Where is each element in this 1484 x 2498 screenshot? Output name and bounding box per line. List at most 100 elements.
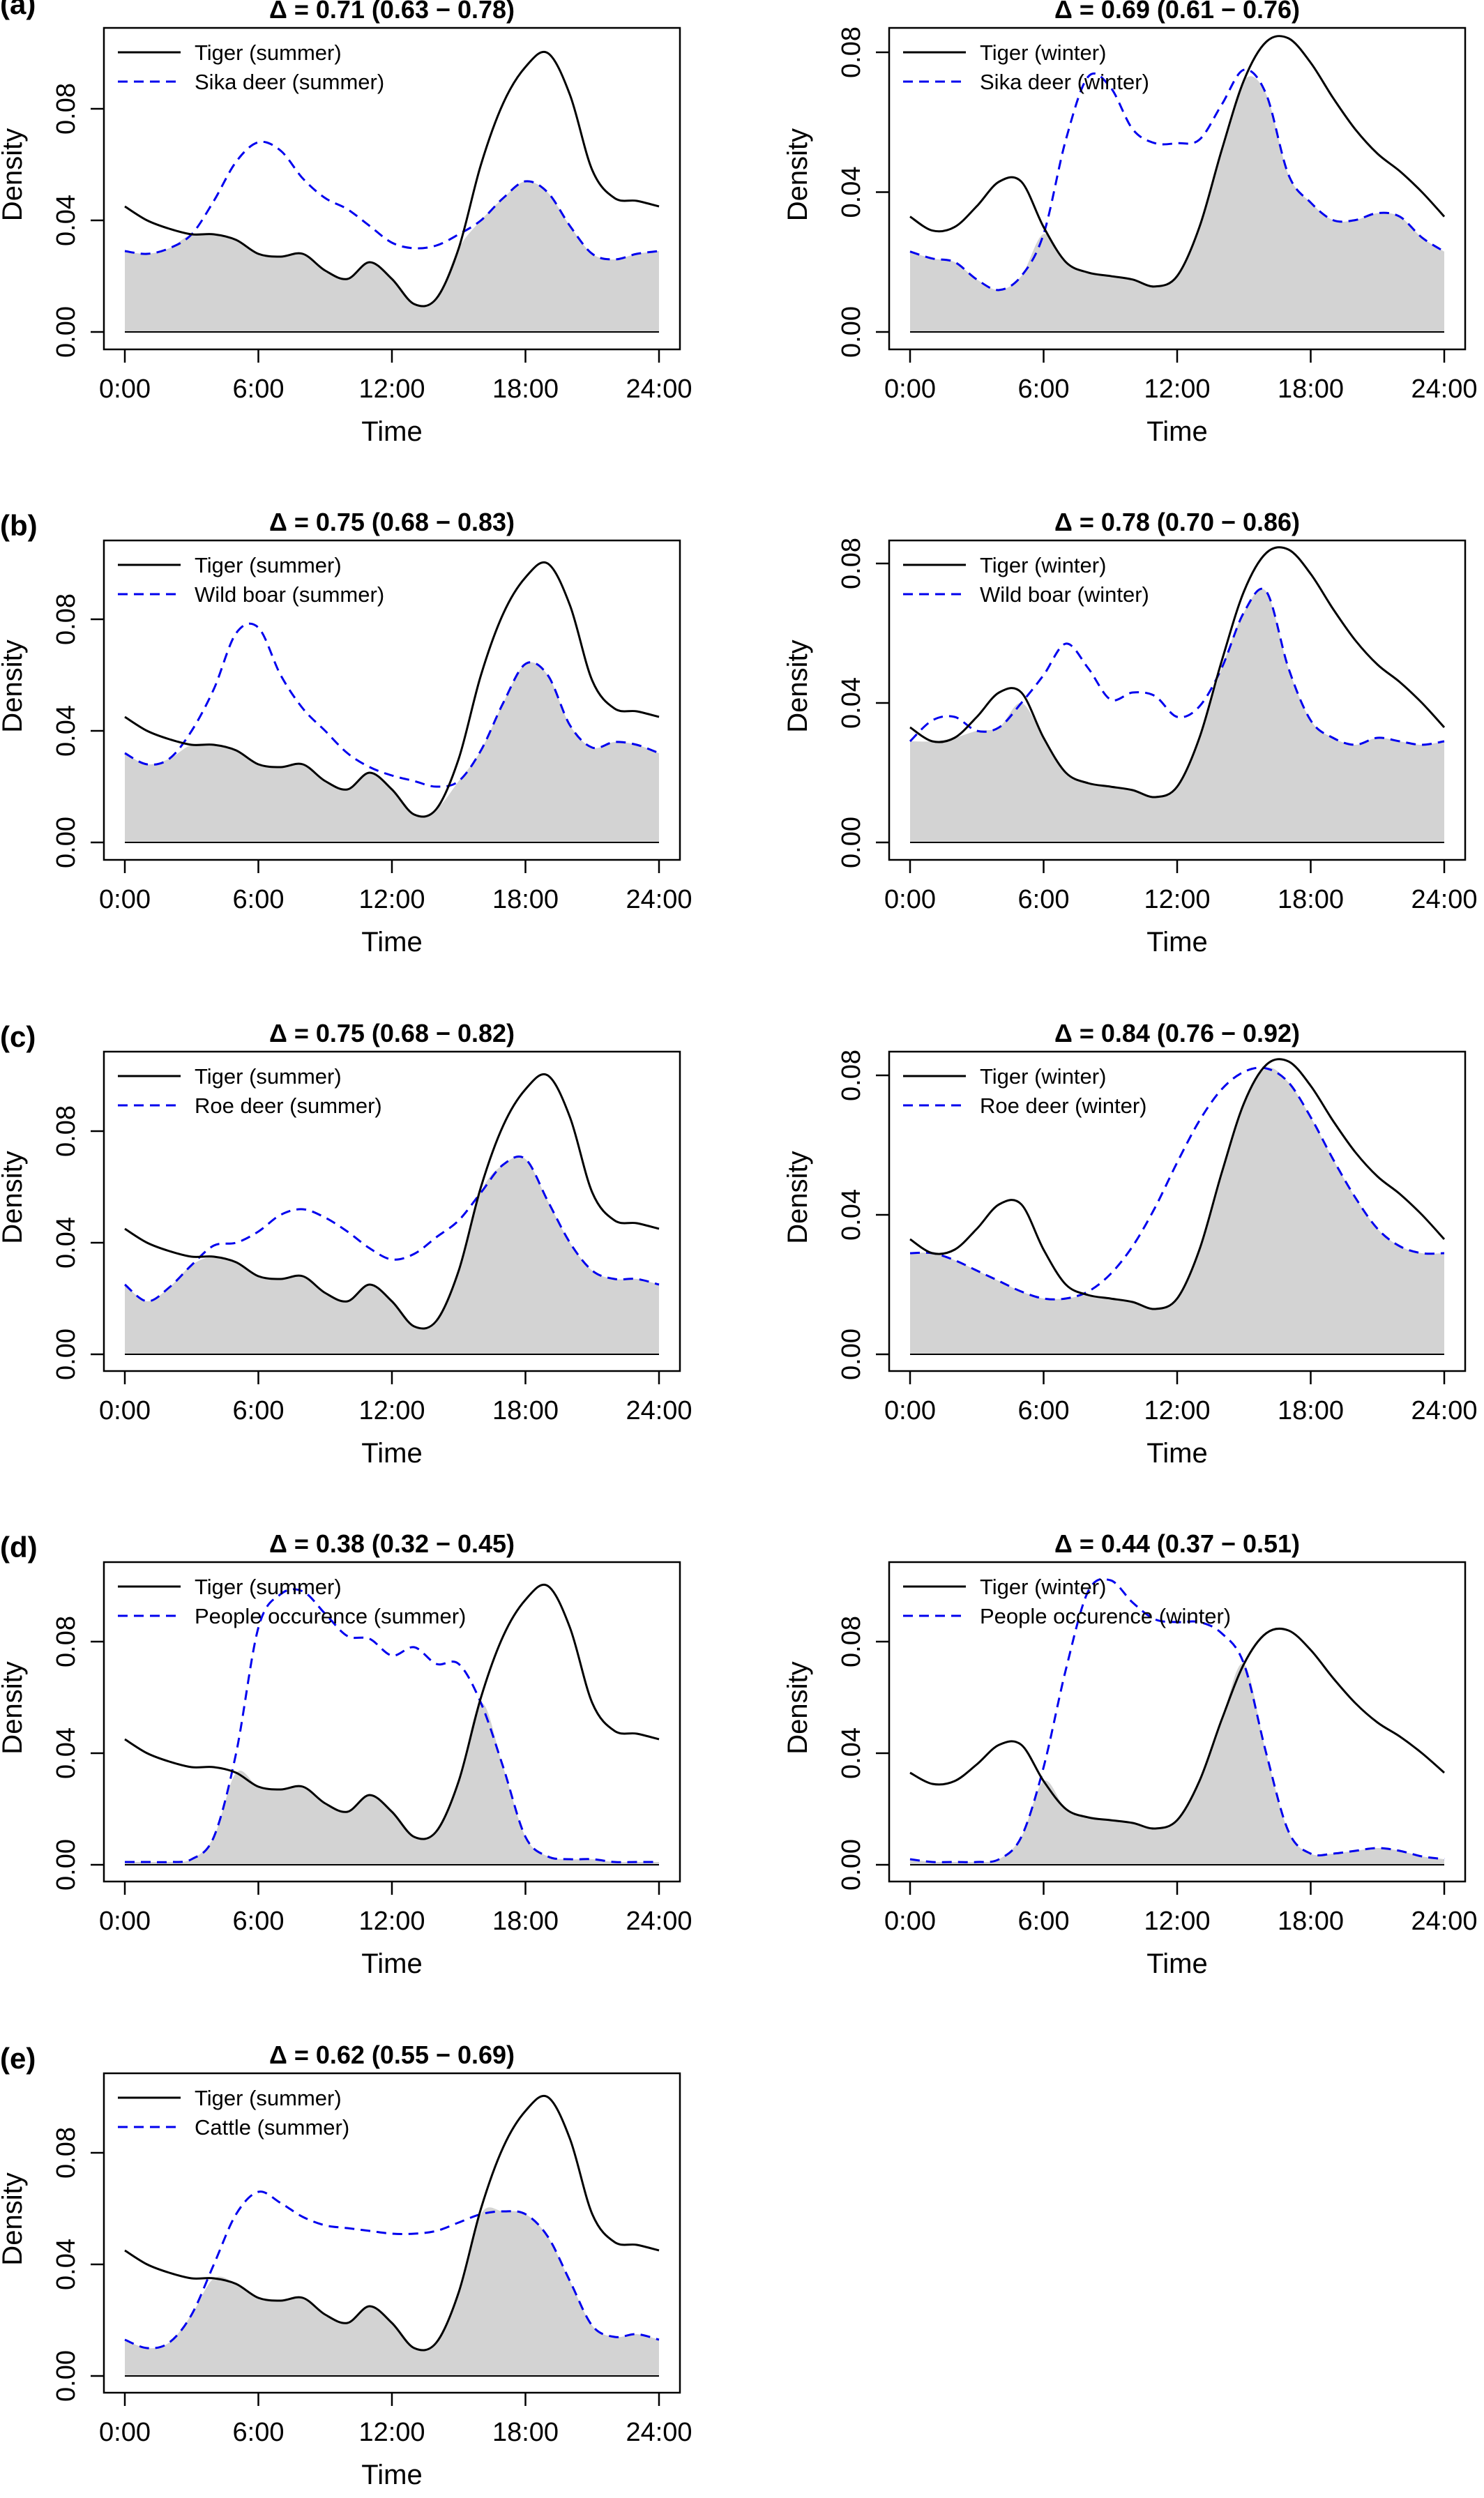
x-tick-label: 18:00 (1278, 1396, 1344, 1425)
y-tick-label: 0.00 (837, 1839, 866, 1891)
density-panel: Δ = 0.62 (0.55 − 0.69) 0:00 6:00 12:00 18:00… (0, 2041, 692, 2490)
y-tick-label: 0.04 (52, 1727, 81, 1779)
x-tick-label: 18:00 (492, 885, 559, 914)
series-line-other (909, 68, 1445, 292)
x-tick-label: 18:00 (1278, 885, 1344, 914)
y-tick-label: 0.04 (837, 1727, 866, 1779)
panel-title: Δ = 0.84 (0.76 − 0.92) (1054, 1019, 1300, 1047)
legend-label-tiger: Tiger (summer) (195, 553, 342, 577)
x-tick-label: 12:00 (358, 1907, 425, 1936)
panel-title: Δ = 0.44 (0.37 − 0.51) (1054, 1529, 1300, 1558)
x-tick-label: 6:00 (233, 885, 285, 914)
series-line-tiger (909, 1627, 1445, 1830)
x-tick-label: 6:00 (233, 374, 285, 404)
panel-title: Δ = 0.71 (0.63 − 0.78) (269, 0, 515, 24)
panel-label-d: (d) (0, 1531, 38, 1564)
panel-title: Δ = 0.75 (0.68 − 0.83) (269, 508, 515, 536)
x-tick-label: 6:00 (233, 1907, 285, 1936)
y-tick-label: 0.08 (52, 593, 81, 645)
series-line-tiger (124, 2094, 660, 2352)
y-axis-title: Density (782, 128, 813, 221)
series-line-tiger (124, 50, 660, 308)
y-tick-label: 0.08 (52, 2127, 81, 2179)
y-tick-label: 0.00 (52, 1329, 81, 1380)
x-tick-label: 24:00 (1411, 885, 1477, 914)
y-tick-label: 0.04 (52, 1217, 81, 1269)
x-tick-label: 6:00 (1018, 885, 1070, 914)
x-tick-label: 18:00 (492, 1907, 559, 1936)
legend-label-other: Roe deer (winter) (980, 1093, 1146, 1118)
x-axis-title: Time (361, 416, 422, 447)
series-line-other (909, 1577, 1445, 1863)
legend-label-other: People occurence (winter) (980, 1604, 1231, 1628)
y-tick-label: 0.04 (52, 195, 81, 246)
y-axis-title: Density (0, 639, 28, 732)
y-tick-label: 0.08 (52, 83, 81, 135)
series-line-other (909, 587, 1445, 746)
legend-label-tiger: Tiger (summer) (195, 2086, 342, 2110)
panel-label-e: (e) (0, 2042, 36, 2075)
x-tick-label: 12:00 (1144, 374, 1210, 404)
y-axis-title: Density (0, 1661, 28, 1754)
y-axis-title: Density (782, 1661, 813, 1754)
x-tick-label: 12:00 (1144, 1907, 1210, 1936)
panel-label-a: (a) (0, 0, 36, 20)
y-axis-title: Density (0, 1151, 28, 1243)
y-tick-label: 0.00 (837, 306, 866, 358)
legend-label-other: Roe deer (summer) (195, 1093, 382, 1118)
y-tick-label: 0.04 (837, 167, 866, 218)
overlap-area (125, 2207, 659, 2376)
y-tick-label: 0.08 (52, 1105, 81, 1157)
y-tick-label: 0.08 (837, 27, 866, 78)
x-tick-label: 24:00 (626, 2418, 692, 2447)
panel-label-c: (c) (0, 1020, 36, 1053)
series-line-other (125, 1588, 659, 1863)
x-tick-label: 6:00 (1018, 1396, 1070, 1425)
x-axis-title: Time (1146, 416, 1207, 447)
x-tick-label: 0:00 (884, 1396, 936, 1425)
y-tick-label: 0.00 (52, 306, 81, 358)
x-tick-label: 6:00 (1018, 1907, 1070, 1936)
x-axis-title: Time (1146, 1438, 1207, 1469)
overlap-area (125, 662, 659, 842)
x-tick-label: 6:00 (233, 1396, 285, 1425)
density-panel: Δ = 0.69 (0.61 − 0.76) 0:00 6:00 12:00 18:00… (782, 0, 1478, 447)
series-line-other (124, 622, 660, 788)
series-line-tiger (909, 546, 1446, 798)
legend-label-other: Cattle (summer) (195, 2115, 349, 2140)
x-tick-label: 18:00 (492, 2418, 559, 2447)
series-line-other (124, 1155, 660, 1303)
x-tick-label: 0:00 (884, 1907, 936, 1936)
x-tick-label: 0:00 (99, 885, 151, 914)
y-tick-label: 0.00 (52, 817, 81, 868)
overlap-area (910, 589, 1444, 842)
y-tick-label: 0.00 (837, 1329, 866, 1380)
series-line-tiger (124, 1583, 660, 1840)
x-tick-label: 12:00 (358, 1396, 425, 1425)
x-tick-label: 0:00 (884, 374, 936, 404)
y-tick-label: 0.08 (837, 538, 866, 589)
density-panel: Δ = 0.75 (0.68 − 0.83) 0:00 6:00 12:00 18:00… (0, 508, 692, 957)
x-tick-label: 24:00 (626, 885, 692, 914)
density-panel: Δ = 0.38 (0.32 − 0.45) 0:00 6:00 12:00 18:00… (0, 1529, 692, 1979)
legend-label-tiger: Tiger (winter) (980, 1575, 1106, 1599)
x-tick-label: 0:00 (99, 1396, 151, 1425)
series-line-other (124, 140, 660, 261)
legend-label-tiger: Tiger (winter) (980, 1064, 1106, 1089)
x-axis-title: Time (361, 2460, 422, 2490)
y-tick-label: 0.00 (52, 1839, 81, 1891)
x-tick-label: 0:00 (99, 1907, 151, 1936)
series-line-tiger (124, 561, 660, 818)
x-tick-label: 0:00 (99, 374, 151, 404)
series-line-other (909, 1066, 1445, 1301)
y-tick-label: 0.04 (837, 677, 866, 729)
panel-title: Δ = 0.75 (0.68 − 0.82) (269, 1019, 515, 1047)
y-tick-label: 0.08 (52, 1616, 81, 1667)
panel-title: Δ = 0.78 (0.70 − 0.86) (1054, 508, 1300, 536)
x-tick-label: 12:00 (358, 2418, 425, 2447)
density-panel: Δ = 0.84 (0.76 − 0.92) 0:00 6:00 12:00 18:00… (782, 1019, 1478, 1469)
series-line-tiger (909, 35, 1446, 288)
x-axis-title: Time (1146, 927, 1207, 957)
y-axis-title: Density (0, 128, 28, 221)
